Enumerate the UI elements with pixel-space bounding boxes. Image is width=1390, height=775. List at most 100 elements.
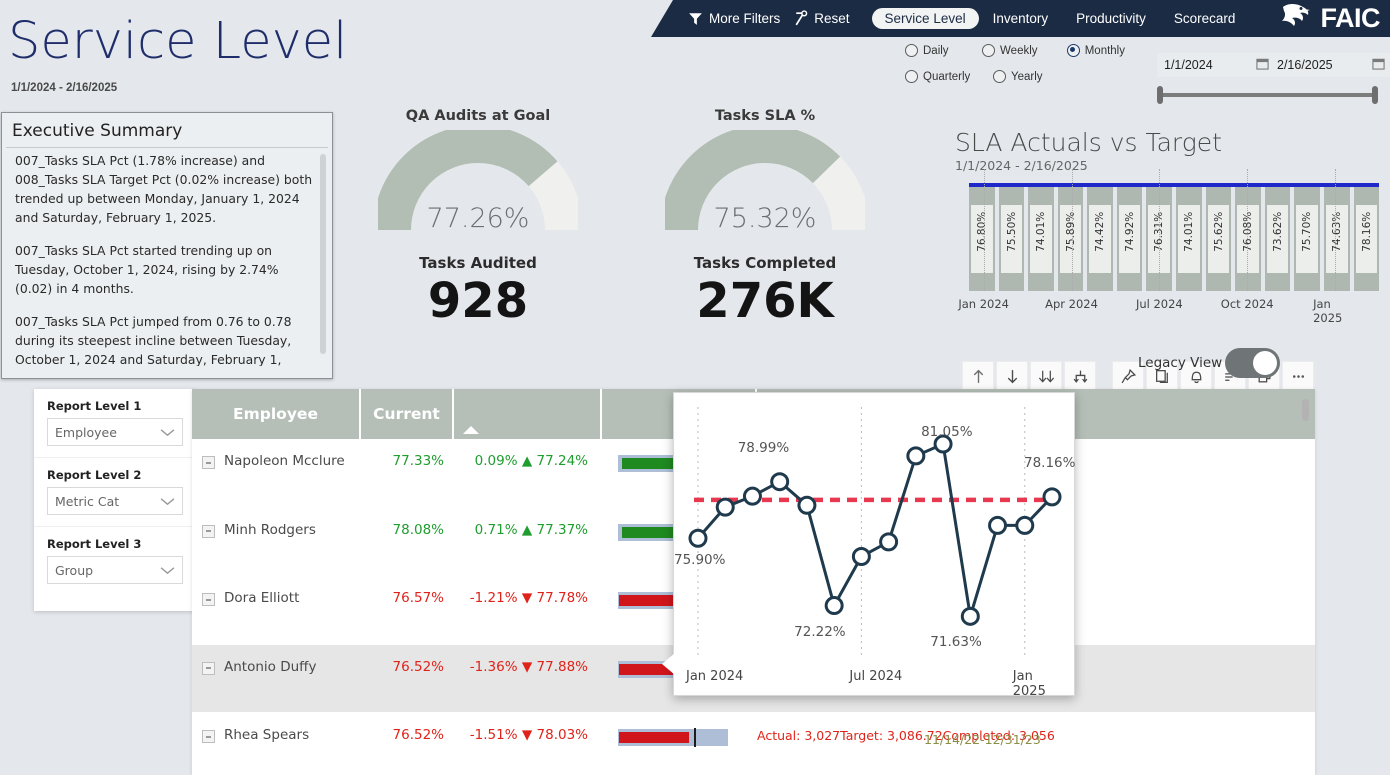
row-expander-icon[interactable]: [202, 730, 215, 743]
tooltip-axis-tick: Jan 2025: [1012, 669, 1046, 699]
pin-icon[interactable]: [1112, 361, 1144, 391]
column-header-employee[interactable]: Employee: [233, 405, 318, 423]
sla-bar[interactable]: 76.80%: [969, 187, 995, 291]
legacy-view-toggle[interactable]: [1225, 348, 1280, 378]
sla-bar-label: 73.62%: [1271, 211, 1284, 252]
sla-bar[interactable]: 78.16%: [1353, 187, 1380, 291]
slider-handle-right[interactable]: [1372, 86, 1378, 104]
sla-bar-inner: [1178, 205, 1200, 273]
summary-paragraph: 007_Tasks SLA Pct started trending up on…: [15, 242, 279, 296]
filter-group-1: Report Level 1 Employee: [34, 389, 196, 458]
sla-bar-inner: [1030, 205, 1052, 273]
column-header-delta[interactable]: [452, 389, 600, 439]
more-options-icon[interactable]: [1282, 361, 1314, 391]
arrow-up-icon[interactable]: [962, 361, 994, 391]
sla-bar-series: 76.80% 75.50% 74.01% 75.89% 74.42% 74.92% 76.3…: [969, 187, 1380, 291]
tooltip-x-axis: Jan 2024 Jul 2024 Jan 2025: [686, 669, 1064, 699]
tab-inventory[interactable]: Inventory: [992, 11, 1049, 26]
date-to-value: 2/16/2025: [1277, 58, 1333, 72]
sla-gridline: [1071, 169, 1073, 291]
tab-service-level[interactable]: Service Level: [871, 8, 979, 29]
sla-bar[interactable]: 76.31%: [1146, 187, 1173, 291]
sla-bar-label: 75.62%: [1212, 211, 1225, 252]
expand-hierarchy-icon[interactable]: [1064, 361, 1096, 391]
report-level-1-select[interactable]: Employee: [47, 418, 183, 446]
page-date-range: 1/1/2024 - 2/16/2025: [11, 82, 118, 94]
period-row-2: Quarterly Yearly: [905, 67, 1135, 86]
radio-monthly-dot: [1066, 44, 1080, 57]
cell-employee: Dora Elliott: [192, 576, 359, 606]
date-from-value: 1/1/2024: [1164, 58, 1213, 72]
arrow-down-icon[interactable]: [996, 361, 1028, 391]
nav-left-actions: More Filters Reset: [683, 8, 854, 29]
gauge-value: 75.32%: [713, 203, 817, 234]
row-expander-icon[interactable]: [202, 593, 215, 606]
copy-icon[interactable]: [1146, 361, 1178, 391]
sla-bar[interactable]: 75.89%: [1057, 187, 1084, 291]
sla-gridline: [1159, 169, 1161, 291]
sla-bar-label: 75.70%: [1301, 211, 1314, 252]
summary-scrollbar[interactable]: [320, 154, 326, 354]
column-header-current[interactable]: Current: [359, 389, 452, 439]
tooltip-data-label: 71.63%: [930, 634, 982, 651]
kpi-value: 276K: [696, 273, 834, 329]
cell-current: 76.57%: [392, 590, 444, 606]
date-from-field[interactable]: 1/1/2024: [1157, 53, 1276, 77]
filter-label: Report Level 1: [47, 399, 142, 413]
row-expander-icon[interactable]: [202, 661, 215, 675]
sla-bar[interactable]: 73.62%: [1264, 187, 1291, 291]
sla-bar[interactable]: 74.63%: [1323, 187, 1350, 291]
sla-bar-inner: [1000, 205, 1023, 273]
radio-yearly-label: Yearly: [1011, 70, 1043, 83]
sla-bar[interactable]: 75.50%: [998, 187, 1025, 291]
sla-bar[interactable]: 74.42%: [1087, 187, 1113, 291]
sla-bar-inner: [1089, 205, 1111, 273]
cell-delta: -1.36% ▼ 77.88%: [469, 658, 588, 675]
sla-bar[interactable]: 75.62%: [1205, 187, 1232, 291]
row-expander-icon[interactable]: [202, 524, 215, 538]
sla-bar-inner: [1118, 205, 1141, 273]
chevron-down-icon: [160, 563, 175, 578]
sla-bar[interactable]: 74.01%: [1028, 187, 1054, 291]
tab-scorecard[interactable]: Scorecard: [1173, 11, 1236, 26]
double-arrow-down-icon[interactable]: [1030, 361, 1062, 391]
slider-handle-left[interactable]: [1157, 86, 1163, 104]
radio-daily[interactable]: Daily: [905, 41, 972, 60]
radio-monthly[interactable]: Monthly: [1066, 41, 1125, 60]
kpi-value: 928: [427, 273, 529, 329]
reset-button[interactable]: Reset: [788, 8, 853, 29]
report-level-3-select[interactable]: Group: [47, 556, 183, 584]
employee-name: Napoleon Mcclure: [224, 453, 345, 469]
row-detail-line: Actual: 3,027: [757, 728, 841, 743]
date-to-field[interactable]: 2/16/2025: [1270, 53, 1390, 77]
sla-bar-label: 75.50%: [1005, 211, 1018, 252]
sla-axis-tick: Apr 2024: [1045, 297, 1098, 311]
sla-bar[interactable]: 74.01%: [1176, 187, 1202, 291]
table-scrollbar[interactable]: [1302, 399, 1309, 421]
chevron-down-icon: [160, 494, 175, 509]
sla-bar[interactable]: 74.92%: [1116, 187, 1143, 291]
date-range-slider[interactable]: [1157, 86, 1378, 104]
radio-daily-label: Daily: [923, 44, 949, 57]
sla-gridline: [1335, 169, 1337, 291]
radio-weekly[interactable]: Weekly: [982, 41, 1057, 60]
tooltip-axis-tick: Jul 2024: [849, 669, 903, 684]
tab-productivity[interactable]: Productivity: [1076, 11, 1146, 26]
more-filters-button[interactable]: More Filters: [683, 8, 784, 29]
radio-weekly-dot: [982, 44, 996, 57]
radio-yearly[interactable]: Yearly: [993, 67, 1043, 86]
report-level-2-select[interactable]: Metric Cat: [47, 487, 183, 515]
bell-icon[interactable]: [1180, 361, 1212, 391]
sla-bar[interactable]: 75.70%: [1294, 187, 1320, 291]
executive-summary-body: 007_Tasks SLA Pct (1.78% increase) and 0…: [6, 147, 328, 366]
legacy-view-label: Legacy View: [1138, 355, 1223, 371]
gauge-qa-audits: 77.26%: [373, 125, 583, 240]
radio-quarterly[interactable]: Quarterly: [905, 67, 983, 86]
row-expander-icon[interactable]: [202, 456, 215, 469]
calendar-icon[interactable]: [1256, 57, 1269, 73]
calendar-icon[interactable]: [1372, 57, 1385, 73]
row-detail-period: 11/14/22-12/31/23: [924, 732, 1041, 747]
table-row[interactable]: Rhea Spears 76.52% -1.51% ▼ 78.03% Actual: …: [192, 713, 1315, 775]
tooltip-data-label: 72.22%: [794, 623, 846, 640]
column-header-bar[interactable]: [600, 389, 755, 439]
